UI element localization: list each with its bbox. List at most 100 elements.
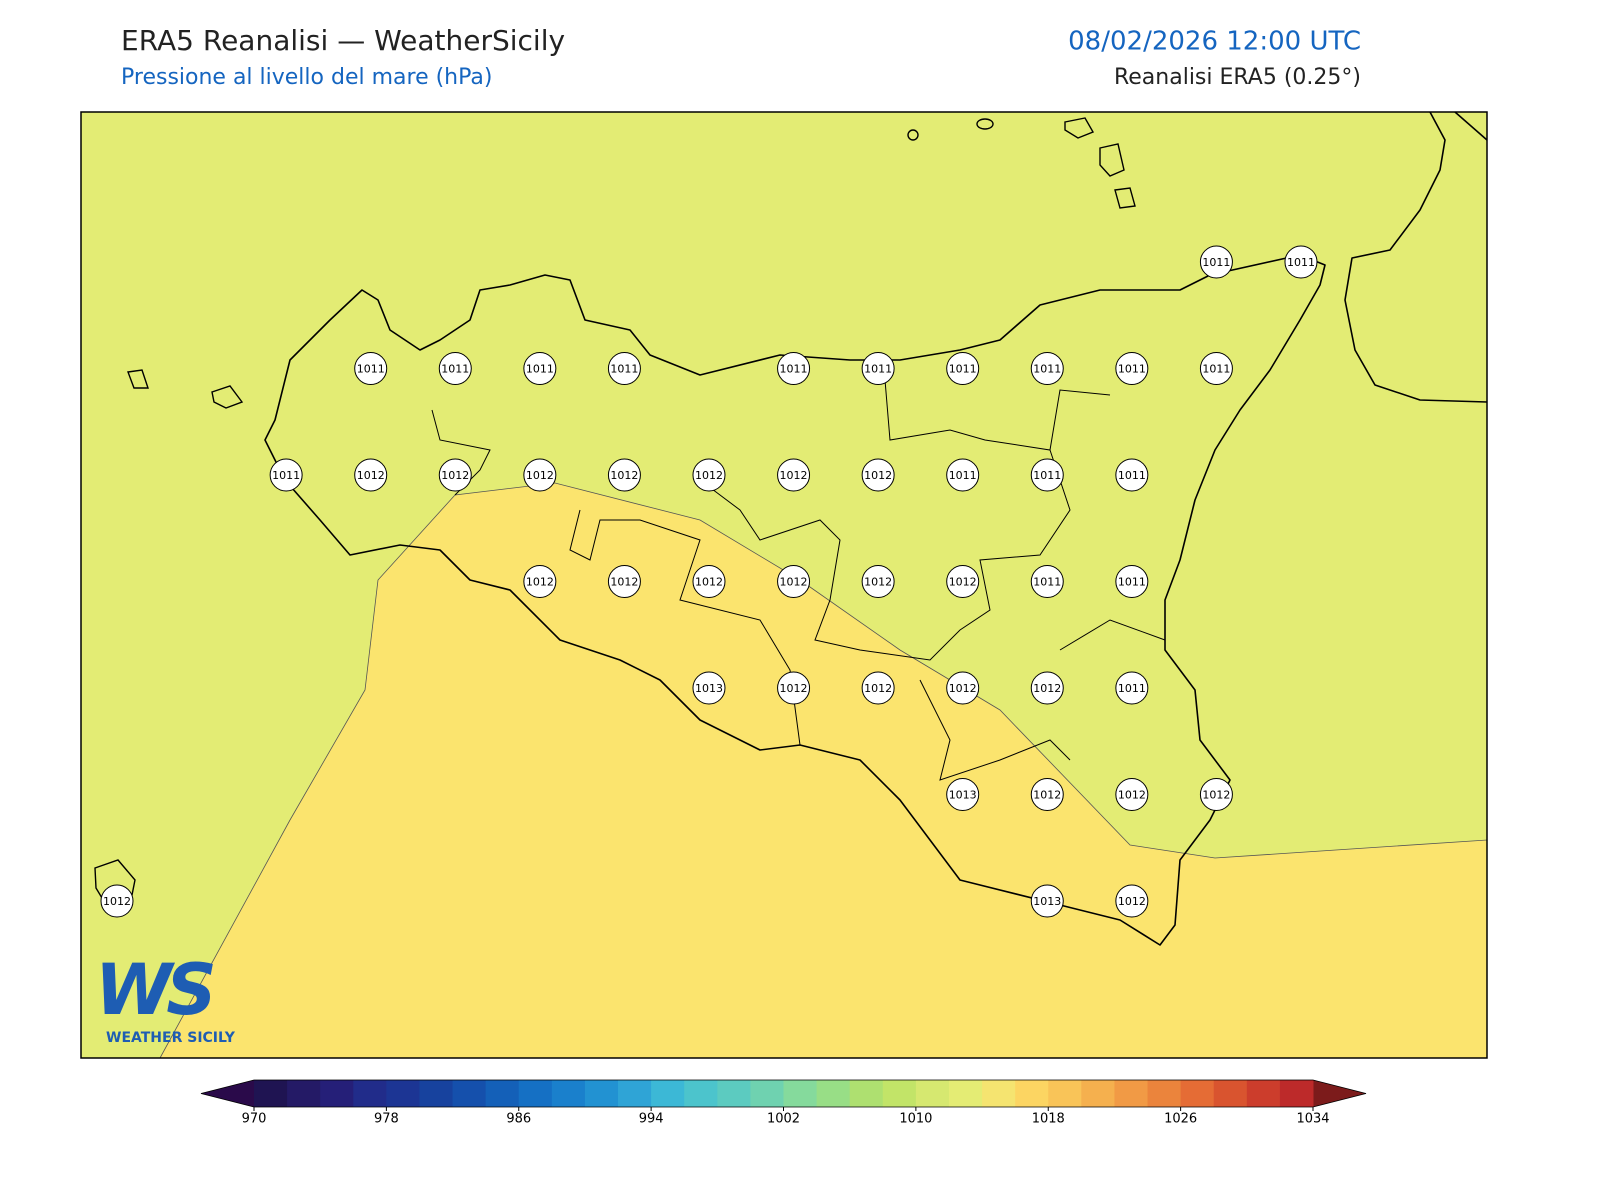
pressure-label: 1011 [610,363,638,376]
label-circle [1030,458,1064,492]
label-circle [1030,778,1064,811]
pressure-label: 1012 [610,469,638,482]
colorbar-bin [1114,1080,1149,1107]
label-circle [692,565,726,598]
pressure-label: 1011 [1118,469,1146,482]
pressure-label: 1011 [441,363,469,376]
label-circle [946,778,980,811]
label-circle [1199,778,1233,811]
colorbar-tick-label: 986 [506,1112,531,1127]
pressure-label: 1011 [864,363,892,376]
pressure-label: 1012 [526,576,554,589]
pressure-label: 1012 [864,682,892,695]
calabria-coast [1344,111,1488,403]
colorbar-bin [618,1080,652,1107]
pressure-label: 1012 [780,469,808,482]
label-circle [777,458,811,492]
colorbar-bin [750,1080,784,1107]
label-circle [1199,245,1233,279]
pressure-label: 1012 [441,469,469,482]
colorbar-tick-label: 1002 [767,1112,800,1127]
logo-text: WEATHER SICILY [106,1030,236,1046]
logo-letters: WS [95,949,213,1031]
label-circle [1115,671,1149,705]
colorbar-tick-label: 1026 [1164,1112,1197,1127]
map-frame [80,111,1488,1059]
colorbar-bin [882,1080,917,1107]
pressure-label: 1011 [1118,576,1146,589]
colorbar-bin [1081,1080,1115,1107]
pressure-label: 1012 [357,469,385,482]
colorbar-bin [320,1080,354,1107]
pressure-label: 1012 [1033,789,1061,802]
pressure-label: 1011 [1033,469,1061,482]
colorbar-bin [684,1080,718,1107]
label-circle [861,565,895,598]
pressure-label: 1011 [272,469,300,482]
label-circle [946,458,980,492]
pressure-label: 1012 [1033,682,1061,695]
pressure-label: 1012 [780,682,808,695]
pressure-label: 1011 [949,363,977,376]
pressure-label: 1013 [695,682,723,695]
pressure-label: 1012 [864,469,892,482]
calabria-coast-north [1454,111,1488,141]
provinces [431,379,1166,781]
map: 1011 1011 1011 1011 1011 1011 1011 1011 1011 1011… [80,111,1488,1059]
label-circle [100,884,134,918]
pressure-label: 1012 [695,469,723,482]
pressure-label: 1012 [103,895,131,908]
colorbar-bin [584,1080,619,1107]
label-circle [777,352,811,385]
pressure-labels: 1011 1011 1011 1011 1011 1011 1011 1011 1011 1011… [100,245,1318,918]
label-circle [1284,245,1318,279]
label-circle [1030,671,1064,705]
label-circle [523,565,557,598]
pressure-label: 1012 [610,576,638,589]
colorbar-tick-label: 978 [374,1112,399,1127]
colorbar-tick-label: 994 [639,1112,664,1127]
label-circle [438,458,472,492]
label-circle [523,352,557,385]
subtitle: Pressione al livello del mare (hPa) [121,65,492,90]
pressure-label: 1011 [1202,256,1230,269]
label-circle [354,352,388,385]
pressure-label: 1013 [1033,895,1061,908]
pressure-label: 1012 [949,682,977,695]
colorbar-bin [1015,1080,1049,1107]
label-circle [354,458,388,492]
colorbar-bin [254,1080,288,1107]
colorbar-bin [551,1080,586,1107]
label-circle [1115,458,1149,492]
pressure-label: 1012 [1118,789,1146,802]
label-circle [523,458,557,492]
colorbar: 970 978 986 994 1002 1010 1018 1026 1034 [200,1079,1367,1127]
colorbar-bin [651,1080,685,1107]
colorbar-bin [419,1080,454,1107]
datetime: 08/02/2026 12:00 UTC [1068,27,1361,57]
label-circle [777,671,811,705]
colorbar-bin [353,1080,387,1107]
pressure-label: 1012 [526,469,554,482]
colorbar-tick-label: 1034 [1296,1112,1329,1127]
colorbar-bin [386,1080,420,1107]
pressure-label: 1011 [949,469,977,482]
pressure-label: 1012 [695,576,723,589]
pressure-label: 1012 [864,576,892,589]
pressure-label: 1011 [1202,363,1230,376]
colorbar-bin [287,1080,321,1107]
pressure-label: 1012 [949,576,977,589]
colorbar-bin [485,1080,520,1107]
source: Reanalisi ERA5 (0.25°) [1114,65,1361,90]
colorbar-bin [783,1080,818,1107]
label-circle [861,671,895,705]
colorbar-bin [1147,1080,1182,1107]
pressure-label: 1011 [1118,682,1146,695]
label-circle [692,458,726,492]
colorbar-bin [518,1080,553,1107]
colorbar-bin [849,1080,884,1107]
label-circle [1199,352,1233,385]
pressure-label: 1012 [1202,789,1230,802]
colorbar-bin [1246,1080,1281,1107]
